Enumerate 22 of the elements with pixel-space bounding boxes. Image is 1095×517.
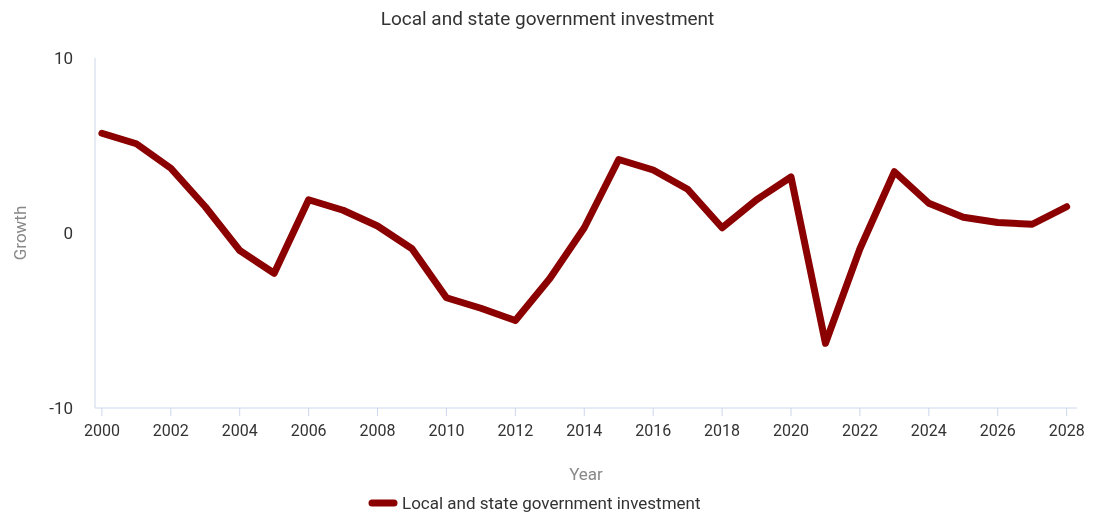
x-tick-label: 2016 [635,421,672,440]
chart-title: Local and state government investment [380,7,715,30]
x-tick-label: 2006 [290,421,327,440]
x-tick-label: 2004 [221,421,258,440]
x-tick-label: 2028 [1048,421,1085,440]
y-axis-title: Growth [10,205,30,261]
y-tick-label: 0 [63,222,73,243]
y-tick-label: -10 [49,397,73,418]
y-tick-label: 10 [53,47,73,68]
x-tick-label: 2010 [428,421,465,440]
x-tick-label: 2012 [497,421,534,440]
x-tick-label: 2014 [566,421,603,440]
x-tick-label: 2026 [979,421,1016,440]
x-tick-label: 2018 [704,421,741,440]
x-axis-title: Year [569,464,604,484]
legend-label: Local and state government investment [402,492,701,513]
x-tick-label: 2020 [773,421,810,440]
x-tick-label: 2002 [152,421,189,440]
x-tick-label: 2000 [83,421,120,440]
x-tick-label: 2022 [841,421,878,440]
x-tick-label: 2008 [359,421,396,440]
x-tick-label: 2024 [910,421,947,440]
